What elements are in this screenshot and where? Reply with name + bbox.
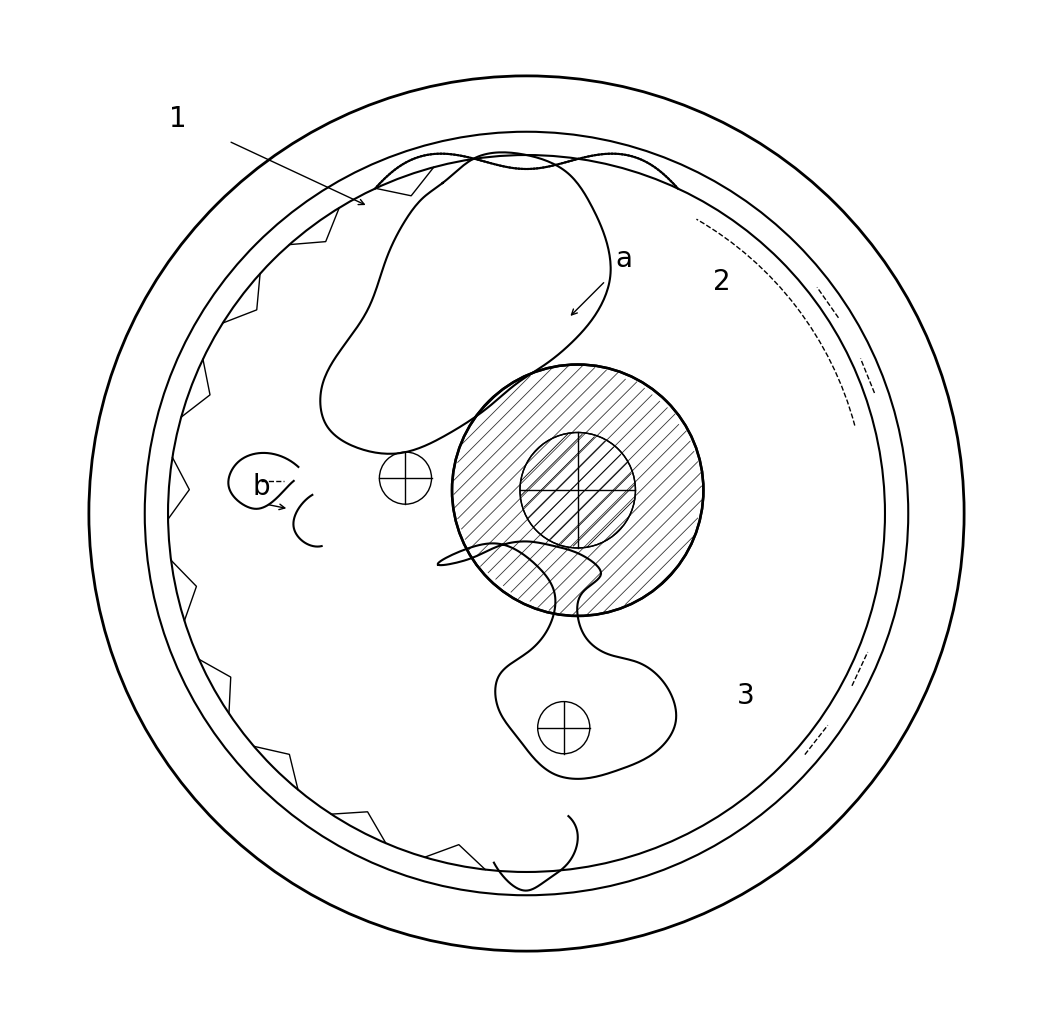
Circle shape [452,365,703,616]
Circle shape [520,432,635,548]
Text: a: a [616,244,633,273]
Text: 1: 1 [168,105,186,134]
Text: 2: 2 [713,268,731,296]
Text: 3: 3 [736,682,754,711]
Text: b: b [253,472,270,501]
